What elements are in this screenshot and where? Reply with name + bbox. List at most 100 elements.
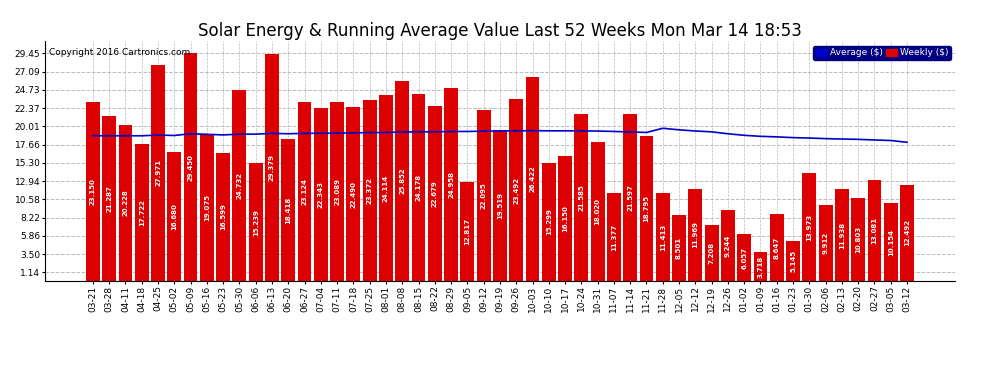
Bar [558,156,572,281]
Bar [200,134,214,281]
Text: 9.244: 9.244 [725,234,731,256]
Text: 7.208: 7.208 [709,242,715,264]
Bar [265,54,279,281]
Text: 23.124: 23.124 [302,178,308,205]
Bar [167,152,181,281]
Text: 23.150: 23.150 [90,178,96,205]
Text: 23.372: 23.372 [366,177,372,204]
Text: 10.803: 10.803 [855,226,861,253]
Bar [753,252,767,281]
Text: 18.418: 18.418 [285,196,291,223]
Bar [233,90,247,281]
Text: 15.239: 15.239 [252,209,258,236]
Bar [216,153,230,281]
Text: 16.599: 16.599 [220,204,226,230]
Text: 18.795: 18.795 [644,195,649,222]
Bar [574,114,588,281]
Bar [835,189,848,281]
Text: 16.150: 16.150 [562,205,568,232]
Bar [362,100,376,281]
Title: Solar Energy & Running Average Value Last 52 Weeks Mon Mar 14 18:53: Solar Energy & Running Average Value Las… [198,22,802,40]
Bar [867,180,881,281]
Text: 23.089: 23.089 [334,178,341,206]
Text: 22.343: 22.343 [318,181,324,208]
Text: 3.718: 3.718 [757,256,763,278]
Text: 24.732: 24.732 [237,172,243,199]
Text: 19.075: 19.075 [204,194,210,221]
Text: 29.450: 29.450 [187,154,194,181]
Bar [900,184,914,281]
Text: 17.722: 17.722 [139,199,145,226]
Bar [526,77,540,281]
Text: 5.145: 5.145 [790,250,796,272]
Text: 15.299: 15.299 [545,209,551,236]
Text: 13.973: 13.973 [806,214,813,241]
Bar [477,110,491,281]
Bar [298,102,312,281]
Text: 10.154: 10.154 [888,228,894,255]
Bar [493,130,507,281]
Text: 20.228: 20.228 [123,190,129,216]
Bar [640,136,653,281]
Bar [655,193,669,281]
Text: 8.647: 8.647 [774,237,780,259]
Bar [395,81,409,281]
Bar [428,106,442,281]
Text: 27.971: 27.971 [155,159,161,186]
Text: 25.852: 25.852 [399,168,405,195]
Bar [379,94,393,281]
Bar [184,53,197,281]
Bar [786,242,800,281]
Text: 22.679: 22.679 [432,180,438,207]
Text: 21.287: 21.287 [106,185,112,212]
Bar [591,142,605,281]
Text: 18.020: 18.020 [595,198,601,225]
Text: 6.057: 6.057 [742,247,747,269]
Text: 21.585: 21.585 [578,184,584,211]
Bar [346,107,360,281]
Bar [705,225,719,281]
Text: 29.379: 29.379 [269,154,275,181]
Bar [509,99,523,281]
Bar [607,193,621,281]
Bar [721,210,735,281]
Bar [542,163,555,281]
Text: Copyright 2016 Cartronics.com: Copyright 2016 Cartronics.com [50,48,190,57]
Text: 24.114: 24.114 [383,174,389,201]
Bar [86,102,100,281]
Bar [624,114,638,281]
Text: 24.958: 24.958 [448,171,454,198]
Bar [248,163,262,281]
Bar [688,189,702,281]
Text: 13.081: 13.081 [871,217,877,244]
Text: 16.680: 16.680 [171,203,177,230]
Text: 26.422: 26.422 [530,166,536,192]
Text: 22.490: 22.490 [350,181,356,208]
Bar [314,108,328,281]
Text: 12.817: 12.817 [464,218,470,245]
Bar [819,204,833,281]
Text: 19.519: 19.519 [497,192,503,219]
Text: 23.492: 23.492 [513,177,519,204]
Bar [119,124,133,281]
Bar [331,102,345,281]
Bar [445,88,458,281]
Bar [770,214,784,281]
Text: 12.492: 12.492 [904,219,910,246]
Text: 11.413: 11.413 [659,224,666,251]
Text: 9.912: 9.912 [823,232,829,254]
Bar [460,182,474,281]
Text: 11.969: 11.969 [692,221,698,248]
Text: 8.501: 8.501 [676,237,682,260]
Bar [803,173,816,281]
Bar [281,139,295,281]
Bar [672,215,686,281]
Text: 24.178: 24.178 [416,174,422,201]
Text: 11.377: 11.377 [611,224,617,251]
Bar [102,117,116,281]
Legend: Average ($), Weekly ($): Average ($), Weekly ($) [814,46,950,60]
Bar [738,234,751,281]
Bar [851,198,865,281]
Bar [412,94,426,281]
Text: 11.938: 11.938 [839,222,844,249]
